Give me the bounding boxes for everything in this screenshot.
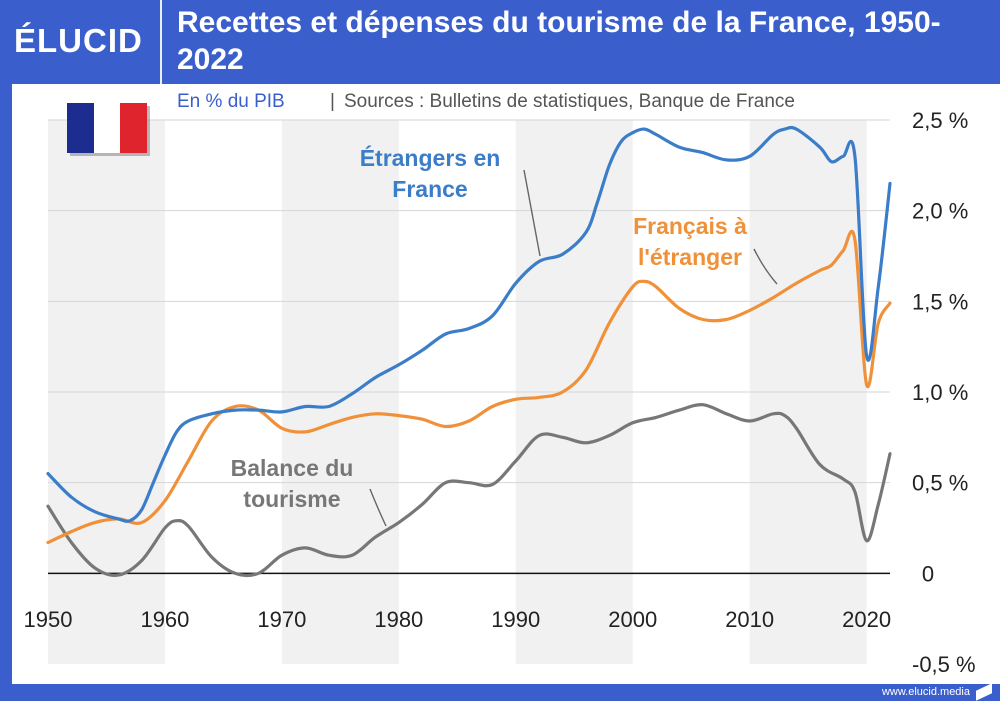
x-tick-label: 1990	[491, 607, 540, 632]
chart-svg: En % du PIB | Sources : Bulletins de sta…	[24, 91, 976, 677]
balance-label-line: tourisme	[243, 486, 340, 512]
series-labels: Étrangers en France Français à l'étranger Ba…	[231, 144, 747, 512]
francais-connector	[753, 248, 778, 285]
etrangers-label-line: Étrangers en	[360, 144, 501, 171]
x-tick-label: 1980	[374, 607, 423, 632]
y-tick-label: 2,5 %	[912, 108, 968, 133]
x-tick-label: 1970	[257, 607, 306, 632]
elucid-logo[interactable]: ÉLUCID	[14, 22, 143, 59]
etrangers-label-line: France	[392, 176, 467, 202]
label-connectors	[369, 169, 778, 527]
etrangers-label: Étrangers en France	[360, 144, 501, 202]
balance-label-line: Balance du	[231, 455, 354, 481]
y-tick-label: 1,5 %	[912, 289, 968, 314]
balance-label: Balance du tourisme	[231, 455, 354, 512]
francais-label-line: l'étranger	[638, 244, 742, 270]
francais-line	[46, 229, 892, 545]
x-tick-label: 2020	[842, 607, 891, 632]
x-tick-label: 2000	[608, 607, 657, 632]
x-axis: 1950 1960 1970 1980 1990 2000 2010 2020	[24, 607, 892, 632]
y-tick-label: 2,0 %	[912, 199, 968, 224]
header-divider	[160, 0, 162, 84]
x-tick-label: 1950	[24, 607, 73, 632]
francais-label-line: Français à	[633, 213, 747, 239]
balance-connector	[369, 488, 387, 527]
chart-title: Recettes et dépenses du tourisme de la F…	[177, 6, 941, 76]
subtitle-sources: Sources : Bulletins de statistiques, Ban…	[344, 91, 795, 112]
footer-logo-mark	[976, 683, 992, 701]
y-tick-label: 0	[922, 561, 934, 586]
x-tick-label: 1960	[140, 607, 189, 632]
etrangers-connector	[523, 169, 541, 257]
y-tick-label: 0,5 %	[912, 471, 968, 496]
france-flag-icon	[67, 103, 150, 156]
header: ÉLUCID Recettes et dépenses du tourisme …	[0, 0, 1000, 84]
subtitle-unit: En % du PIB	[177, 91, 285, 112]
y-axis: -0,5 % 0 0,5 % 1,0 % 1,5 % 2,0 % 2,5 %	[912, 108, 976, 677]
series-lines	[46, 125, 892, 578]
y-tick-label: -0,5 %	[912, 652, 976, 677]
chart-panel: En % du PIB | Sources : Bulletins de sta…	[12, 84, 1000, 684]
y-tick-label: 1,0 %	[912, 380, 968, 405]
francais-label: Français à l'étranger	[633, 213, 747, 270]
etrangers-line	[46, 125, 892, 523]
x-tick-label: 2010	[725, 607, 774, 632]
balance-line	[46, 403, 892, 578]
subtitle-separator: |	[330, 91, 335, 112]
footer-url[interactable]: www.elucid.media	[881, 686, 970, 698]
